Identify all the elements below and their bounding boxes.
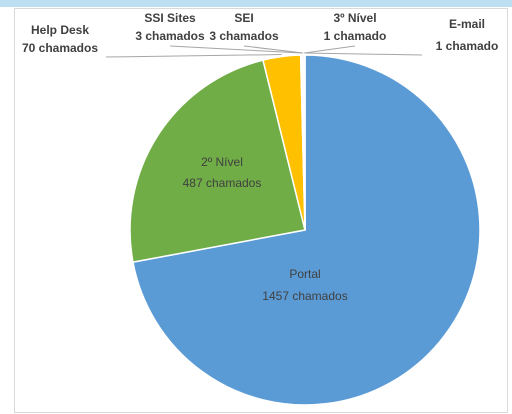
leader-line [105,54,282,58]
leader-line [304,52,423,56]
pie-slice [303,54,306,231]
pie-slice [132,54,481,406]
leader-line [169,45,302,54]
slice-label-value: 1457 chamados [262,289,347,303]
slice-label-name: Help Desk [31,23,89,37]
slice-label-name: SSI Sites [144,11,196,25]
leader-line [243,45,304,54]
top-strip [0,0,512,7]
slice-label-name: 2º Nível [201,155,243,169]
slice-label-value: 3 chamados [135,29,205,43]
slice-label-value: 70 chamados [22,41,98,55]
slice-label-value: 1 chamado [436,39,499,53]
slice-label-name: SEI [234,11,253,25]
pie-slice [129,59,306,264]
slice-label-name: E-mail [449,17,485,31]
slice-label-name: 3º Nível [333,11,376,25]
slice-label-value: 3 chamados [209,29,279,43]
slice-label-name: Portal [289,267,320,281]
leader-line [304,45,356,54]
slice-label-value: 1 chamado [324,29,387,43]
slice-label-value: 487 chamados [183,176,262,190]
